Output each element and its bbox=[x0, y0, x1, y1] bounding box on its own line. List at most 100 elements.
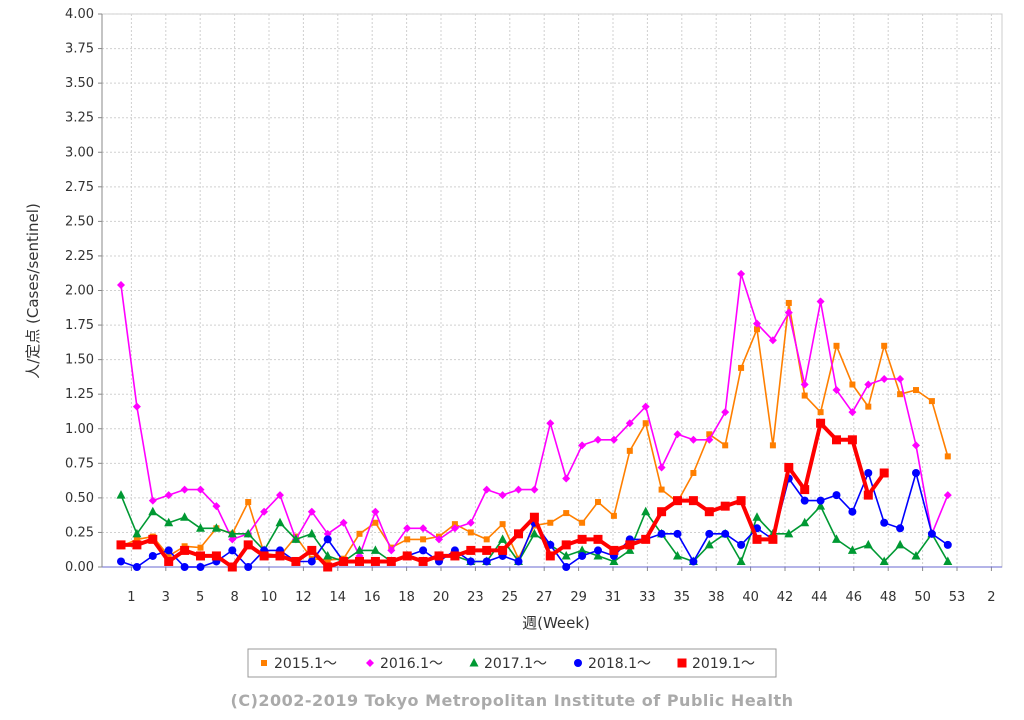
point bbox=[561, 550, 571, 560]
legend-box bbox=[247, 648, 777, 678]
legend-label: 2015.1～ bbox=[274, 656, 337, 672]
x-tick-label: 2 bbox=[987, 590, 995, 605]
point bbox=[403, 524, 412, 533]
point bbox=[754, 326, 760, 333]
point bbox=[180, 545, 190, 555]
point bbox=[164, 491, 173, 500]
point bbox=[132, 563, 141, 571]
point bbox=[609, 435, 618, 444]
point bbox=[800, 485, 810, 495]
point bbox=[641, 506, 651, 516]
x-tick-label: 20 bbox=[433, 590, 450, 605]
point bbox=[546, 419, 555, 428]
x-tick-label: 42 bbox=[777, 590, 794, 605]
footer-credit: (C)2002-2019 Tokyo Metropolitan Institut… bbox=[231, 691, 794, 710]
point bbox=[738, 364, 745, 371]
legend-item-3: 2017.1～ bbox=[469, 656, 547, 672]
point bbox=[211, 551, 221, 561]
point bbox=[466, 557, 475, 566]
point bbox=[356, 530, 363, 537]
x-tick-label: 35 bbox=[674, 590, 691, 605]
point bbox=[673, 550, 682, 560]
point bbox=[180, 512, 190, 521]
point bbox=[243, 528, 253, 538]
point bbox=[451, 521, 458, 528]
x-tick-label: 23 bbox=[467, 590, 484, 605]
point bbox=[276, 491, 284, 500]
point bbox=[641, 534, 651, 544]
point bbox=[483, 536, 490, 543]
point bbox=[832, 386, 841, 395]
x-tick-label: 25 bbox=[502, 590, 519, 605]
point bbox=[307, 557, 316, 566]
point bbox=[370, 545, 380, 554]
x-tick-label: 18 bbox=[398, 590, 415, 605]
point bbox=[164, 546, 173, 555]
point bbox=[307, 528, 317, 538]
point bbox=[800, 380, 809, 389]
point bbox=[752, 534, 762, 544]
point bbox=[784, 462, 794, 472]
point bbox=[117, 280, 125, 289]
point bbox=[785, 299, 792, 306]
point bbox=[228, 535, 237, 544]
point bbox=[404, 536, 411, 543]
point bbox=[275, 551, 285, 561]
point bbox=[482, 545, 492, 555]
point bbox=[307, 545, 317, 555]
x-tick-label: 12 bbox=[295, 590, 312, 605]
point bbox=[180, 563, 189, 571]
point bbox=[196, 485, 205, 494]
point bbox=[498, 534, 508, 543]
x-axis-title: 週(Week) bbox=[522, 614, 590, 632]
series-layer bbox=[116, 269, 953, 572]
point bbox=[943, 540, 952, 549]
point bbox=[148, 506, 158, 516]
point bbox=[498, 545, 508, 555]
point bbox=[593, 534, 603, 544]
point bbox=[291, 556, 301, 566]
point bbox=[323, 562, 333, 572]
point bbox=[227, 562, 237, 572]
point bbox=[387, 546, 396, 555]
y-tick-label: 3.50 bbox=[65, 76, 94, 91]
point bbox=[609, 545, 619, 555]
point bbox=[879, 468, 889, 478]
y-tick-label: 2.00 bbox=[65, 284, 94, 299]
y-tick-label: 0.50 bbox=[65, 491, 94, 506]
point bbox=[897, 391, 904, 398]
x-tick-label: 48 bbox=[880, 590, 897, 605]
x-tick-label: 1 bbox=[127, 590, 135, 605]
point bbox=[594, 435, 602, 444]
point bbox=[595, 499, 601, 506]
point bbox=[243, 540, 253, 550]
point bbox=[180, 485, 189, 494]
point bbox=[370, 556, 380, 566]
point bbox=[863, 539, 873, 549]
point bbox=[450, 551, 460, 561]
legend-label: 2019.1～ bbox=[692, 656, 755, 672]
point bbox=[164, 517, 174, 527]
point bbox=[324, 557, 331, 564]
point bbox=[880, 374, 889, 383]
series-2 bbox=[117, 269, 952, 560]
point bbox=[816, 501, 826, 510]
point bbox=[657, 463, 666, 472]
y-tick-label: 1.50 bbox=[65, 353, 94, 368]
point bbox=[880, 518, 889, 527]
point bbox=[355, 545, 364, 554]
point bbox=[817, 409, 824, 416]
point bbox=[864, 380, 873, 389]
point bbox=[402, 551, 412, 561]
point bbox=[769, 442, 776, 449]
legend-item-5: 2019.1～ bbox=[677, 656, 755, 672]
point bbox=[912, 468, 920, 477]
point bbox=[366, 659, 374, 667]
point bbox=[132, 402, 141, 411]
point bbox=[261, 660, 267, 666]
point bbox=[245, 499, 252, 506]
point bbox=[116, 540, 126, 550]
point bbox=[801, 392, 808, 399]
x-tick-label: 53 bbox=[949, 590, 966, 605]
point bbox=[610, 512, 617, 519]
